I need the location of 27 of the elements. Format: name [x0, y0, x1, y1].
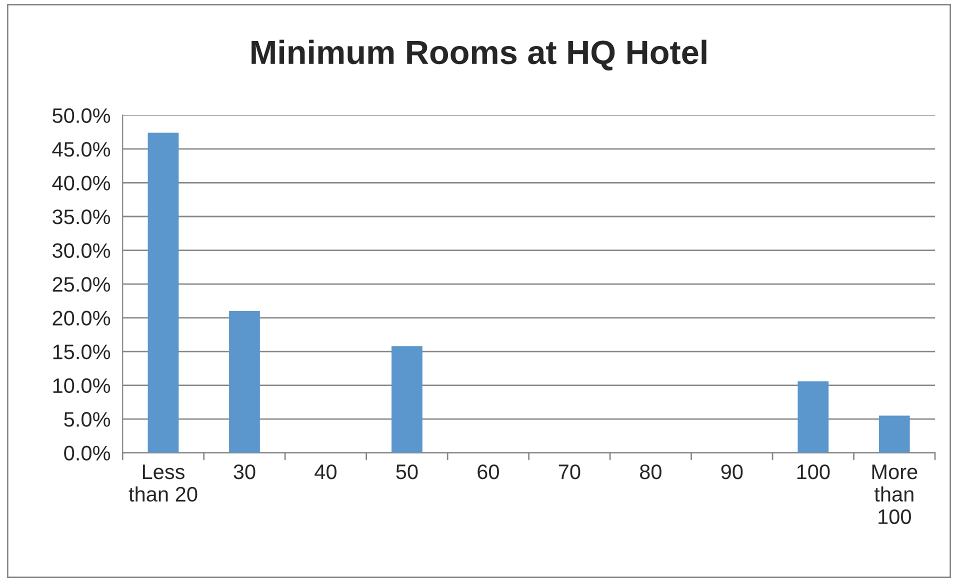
bar: [878, 416, 910, 453]
y-tick-label: 15.0%: [53, 344, 110, 360]
x-tick-label: 50: [396, 464, 418, 480]
bar: [229, 311, 260, 453]
y-tick-label: 20.0%: [52, 310, 110, 326]
y-tick-label: 40.0%: [52, 176, 110, 190]
bar: [798, 381, 829, 453]
y-tick-label: 5.0%: [64, 412, 110, 427]
x-tick-label: 90: [721, 464, 743, 480]
y-tick-label: 50.0%: [52, 108, 110, 123]
y-tick-label: 25.0%: [52, 277, 110, 292]
y-tick-label: 45.0%: [52, 142, 110, 157]
y-tick-label: 0.0%: [64, 446, 110, 461]
bar: [148, 132, 179, 453]
chart-title: Minimum Rooms at HQ Hotel: [252, 40, 706, 70]
y-tick-label: 35.0%: [52, 210, 110, 224]
x-tick-label: More than 100: [872, 464, 918, 524]
x-tick-label: 60: [478, 464, 499, 480]
x-tick-label: 70: [558, 464, 580, 480]
bar: [392, 346, 422, 453]
x-tick-label: 100: [797, 464, 830, 480]
y-tick-label: 30.0%: [52, 243, 110, 258]
x-tick-label: Less than 20: [128, 464, 198, 502]
y-tick-label: 10.0%: [53, 378, 110, 394]
x-tick-label: 80: [640, 464, 662, 480]
x-tick-label: 40: [314, 464, 336, 480]
x-tick-label: 30: [234, 464, 256, 480]
